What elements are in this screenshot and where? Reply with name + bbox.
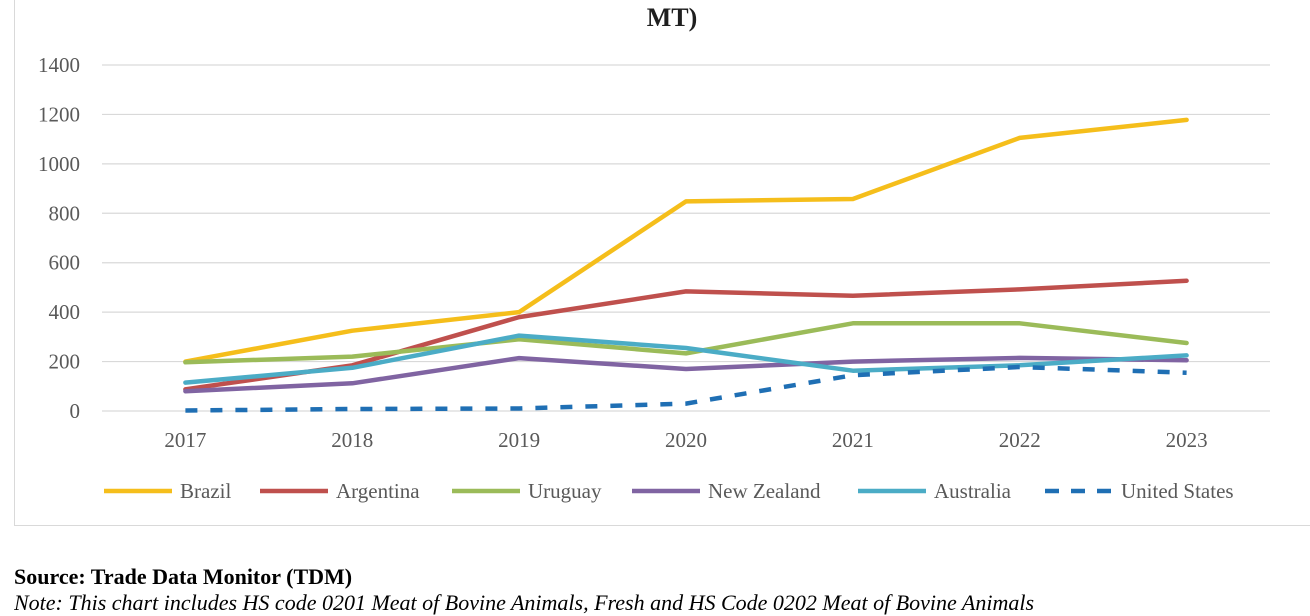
y-tick-label: 1400 bbox=[38, 53, 80, 77]
series-lines bbox=[183, 117, 1189, 413]
legend-label-argentina: Argentina bbox=[336, 479, 420, 503]
chart-frame bbox=[14, 0, 1310, 526]
legend-label-australia: Australia bbox=[934, 479, 1012, 503]
y-tick-label: 200 bbox=[49, 350, 81, 374]
series-line-argentina bbox=[183, 278, 1189, 392]
y-tick-label: 800 bbox=[49, 201, 81, 225]
x-tick-label: 2023 bbox=[1166, 428, 1208, 452]
series-line-united-states bbox=[185, 364, 1187, 413]
x-tick-label: 2020 bbox=[665, 428, 707, 452]
x-tick-label: 2018 bbox=[331, 428, 373, 452]
source-caption: Source: Trade Data Monitor (TDM) bbox=[14, 564, 353, 589]
legend-label-brazil: Brazil bbox=[180, 479, 231, 503]
x-tick-label: 2019 bbox=[498, 428, 540, 452]
y-tick-label: 1200 bbox=[38, 102, 80, 126]
legend-label-united-states: United States bbox=[1121, 479, 1234, 503]
chart-title: MT) bbox=[647, 3, 698, 32]
gridlines bbox=[102, 64, 1270, 412]
legend-label-uruguay: Uruguay bbox=[528, 479, 602, 503]
y-tick-label: 400 bbox=[49, 300, 81, 324]
series-line-brazil bbox=[183, 117, 1189, 364]
x-tick-label: 2022 bbox=[999, 428, 1041, 452]
chart-title-text: MT) bbox=[647, 3, 698, 32]
legend-label-new-zealand: New Zealand bbox=[708, 479, 821, 503]
y-tick-label: 1000 bbox=[38, 152, 80, 176]
legend: Brazil Argentina Uruguay New Zealand Austral… bbox=[104, 479, 1234, 503]
x-tick-label: 2021 bbox=[832, 428, 874, 452]
y-tick-label: 600 bbox=[49, 251, 81, 275]
y-axis-ticks: 0 200 400 600 800 1000 1200 1400 bbox=[38, 53, 80, 423]
x-axis-ticks: 2017 2018 2019 2020 2021 2022 2023 bbox=[164, 428, 1207, 452]
series-line-uruguay bbox=[183, 321, 1189, 365]
note-caption: Note: This chart includes HS code 0201 M… bbox=[14, 590, 1035, 615]
x-tick-label: 2017 bbox=[164, 428, 206, 452]
y-tick-label: 0 bbox=[70, 399, 81, 423]
series-line-new-zealand bbox=[183, 355, 1189, 394]
